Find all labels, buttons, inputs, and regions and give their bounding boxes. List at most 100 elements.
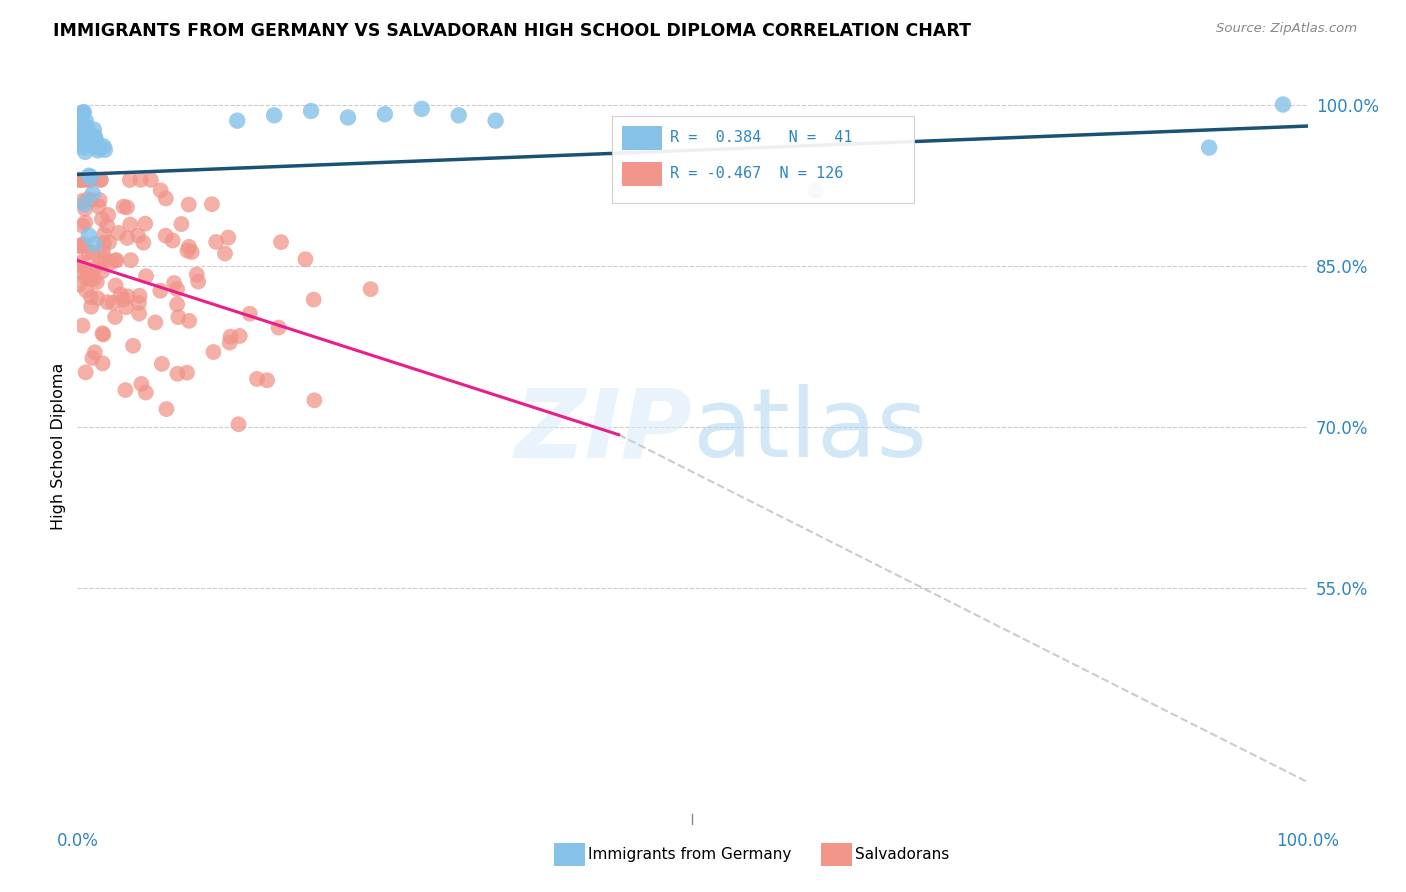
Point [75, 127, 97, 141]
Point [229, 329, 252, 343]
Point [76, 120, 98, 134]
Point [117, 231, 139, 245]
Point [76, 267, 98, 281]
Point [87, 144, 110, 158]
Point [128, 289, 150, 303]
Point [120, 253, 142, 268]
Point [75, 283, 97, 297]
FancyBboxPatch shape [623, 126, 662, 150]
Point [304, 393, 326, 408]
Point [226, 113, 249, 128]
Point [804, 184, 827, 198]
Point [127, 228, 149, 243]
Point [104, 278, 127, 293]
Point [166, 367, 188, 381]
Point [96, 295, 118, 310]
Point [155, 402, 177, 417]
Point [91, 244, 114, 258]
Point [66, 173, 89, 187]
Point [170, 217, 193, 231]
Point [89, 141, 111, 155]
FancyBboxPatch shape [623, 161, 662, 186]
Point [70, 255, 93, 269]
Point [72, 106, 94, 120]
Point [176, 366, 198, 380]
Point [155, 228, 177, 243]
Point [93, 227, 115, 242]
Point [155, 192, 177, 206]
Point [93, 251, 115, 265]
Point [149, 284, 172, 298]
Point [72, 318, 94, 333]
Point [69, 122, 91, 136]
Point [217, 230, 239, 244]
Point [93, 139, 115, 153]
Point [411, 102, 433, 116]
Point [69, 126, 91, 140]
Point [73, 173, 96, 187]
Point [98, 235, 121, 250]
Text: Salvadorans: Salvadorans [855, 847, 949, 862]
Point [89, 193, 111, 207]
Point [202, 345, 225, 359]
Point [84, 139, 107, 153]
Point [75, 365, 97, 379]
Point [1198, 140, 1220, 154]
Point [83, 237, 105, 252]
Point [91, 356, 114, 370]
Y-axis label: High School Diploma: High School Diploma [51, 362, 66, 530]
Point [228, 417, 250, 432]
Point [73, 197, 96, 211]
Point [72, 219, 94, 233]
Point [73, 123, 96, 137]
Point [69, 136, 91, 151]
Point [187, 275, 209, 289]
Point [79, 169, 101, 184]
Point [104, 253, 127, 268]
FancyBboxPatch shape [613, 116, 914, 203]
Point [302, 293, 325, 307]
Point [112, 200, 135, 214]
Point [86, 275, 108, 289]
Text: atlas: atlas [693, 384, 928, 477]
Point [163, 276, 186, 290]
Point [485, 113, 508, 128]
Point [70, 173, 93, 187]
Point [114, 383, 136, 397]
Point [1272, 97, 1295, 112]
Point [70, 137, 93, 152]
Point [122, 339, 145, 353]
Point [69, 173, 91, 187]
Point [80, 269, 103, 284]
Point [143, 315, 166, 329]
Point [75, 215, 97, 229]
Point [214, 246, 236, 260]
Point [131, 376, 153, 391]
Point [69, 240, 91, 254]
Point [67, 277, 90, 292]
Point [447, 108, 470, 122]
Point [135, 385, 157, 400]
Point [360, 282, 382, 296]
Text: Immigrants from Germany: Immigrants from Germany [588, 847, 792, 862]
Point [218, 335, 240, 350]
Point [77, 169, 100, 183]
Point [117, 289, 139, 303]
Point [73, 202, 96, 216]
Point [94, 143, 117, 157]
Point [105, 253, 128, 268]
Text: R =  0.384   N =  41: R = 0.384 N = 41 [671, 130, 853, 145]
Point [80, 173, 103, 187]
Point [162, 234, 184, 248]
Point [239, 307, 262, 321]
Point [112, 293, 135, 307]
Point [128, 296, 150, 310]
Point [75, 145, 97, 159]
Point [337, 111, 360, 125]
Point [177, 197, 200, 211]
Point [70, 194, 93, 209]
Point [205, 235, 228, 249]
Point [177, 240, 200, 254]
Text: R = -0.467  N = 126: R = -0.467 N = 126 [671, 166, 844, 180]
Point [132, 235, 155, 250]
